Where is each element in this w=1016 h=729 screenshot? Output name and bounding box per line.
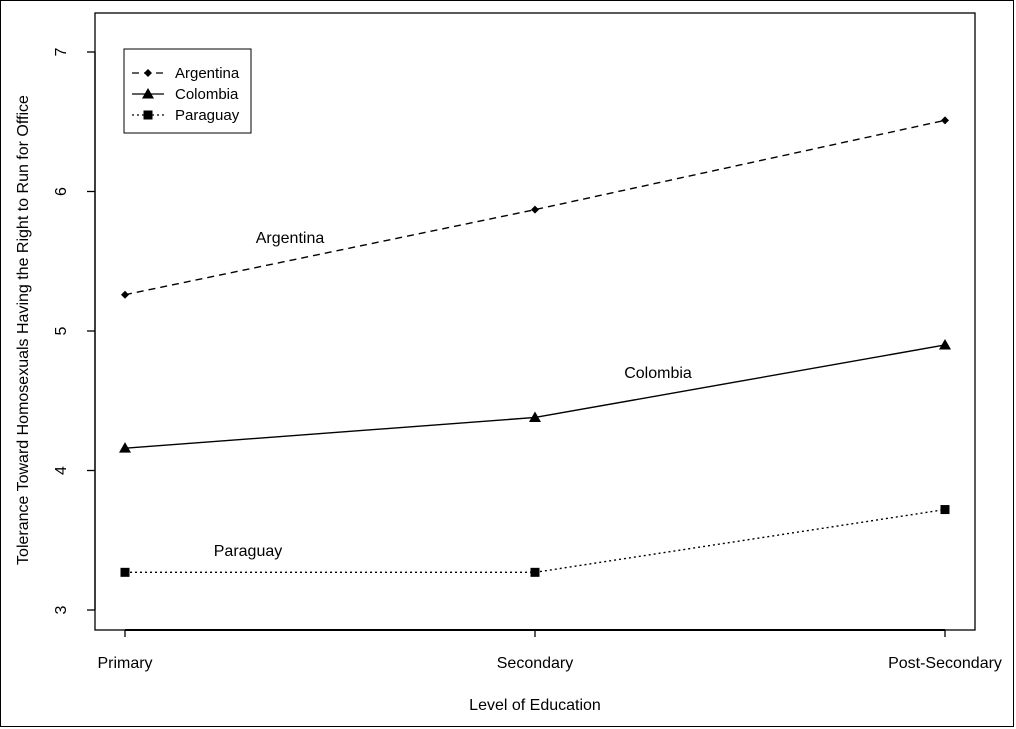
y-tick-label: 5 [53,326,70,335]
y-tick-label: 4 [53,466,70,475]
legend-label: Paraguay [175,107,240,124]
x-tick-label: Secondary [497,655,574,672]
series-annotations: Argentina Colombia Paraguay [214,230,692,560]
data-point-square [940,505,950,515]
x-axis-label: Level of Education [469,697,601,714]
y-axis-label: Tolerance Toward Homosexuals Having the … [15,95,32,565]
data-point-diamond [144,69,152,77]
x-axis: Primary Secondary Post-Secondary [97,629,1002,672]
annotation-paraguay: Paraguay [214,543,283,560]
data-point-square [530,567,540,577]
y-tick-label: 6 [53,187,70,196]
series-colombia [119,338,951,453]
data-point-square [143,110,153,120]
data-point-triangle [939,338,951,350]
data-point-square [120,567,130,577]
y-tick-label: 3 [53,605,70,614]
series-line [125,508,946,574]
series-layer [119,116,951,577]
data-point-triangle [529,411,541,422]
data-point-triangle [119,442,131,453]
x-tick-label: Post-Secondary [888,655,1002,672]
y-axis: 3 4 5 6 7 [53,47,96,614]
legend: Argentina Colombia Paraguay [123,48,252,134]
annotation-colombia: Colombia [624,365,692,382]
series-argentina [121,116,949,299]
legend-label: Argentina [175,65,240,82]
x-tick-label: Primary [97,655,152,672]
data-point-diamond [941,116,949,125]
legend-item-colombia: Colombia [132,86,239,103]
series-line [124,119,946,296]
data-point-diamond [121,290,129,299]
data-point-triangle [142,88,154,99]
series-paraguay [120,505,950,577]
legend-label: Colombia [175,86,239,103]
series-line [124,344,946,449]
legend-item-paraguay: Paraguay [132,107,240,124]
y-tick-label: 7 [53,47,70,56]
annotation-argentina: Argentina [256,230,325,247]
data-point-diamond [531,205,539,214]
legend-item-argentina: Argentina [132,65,240,82]
